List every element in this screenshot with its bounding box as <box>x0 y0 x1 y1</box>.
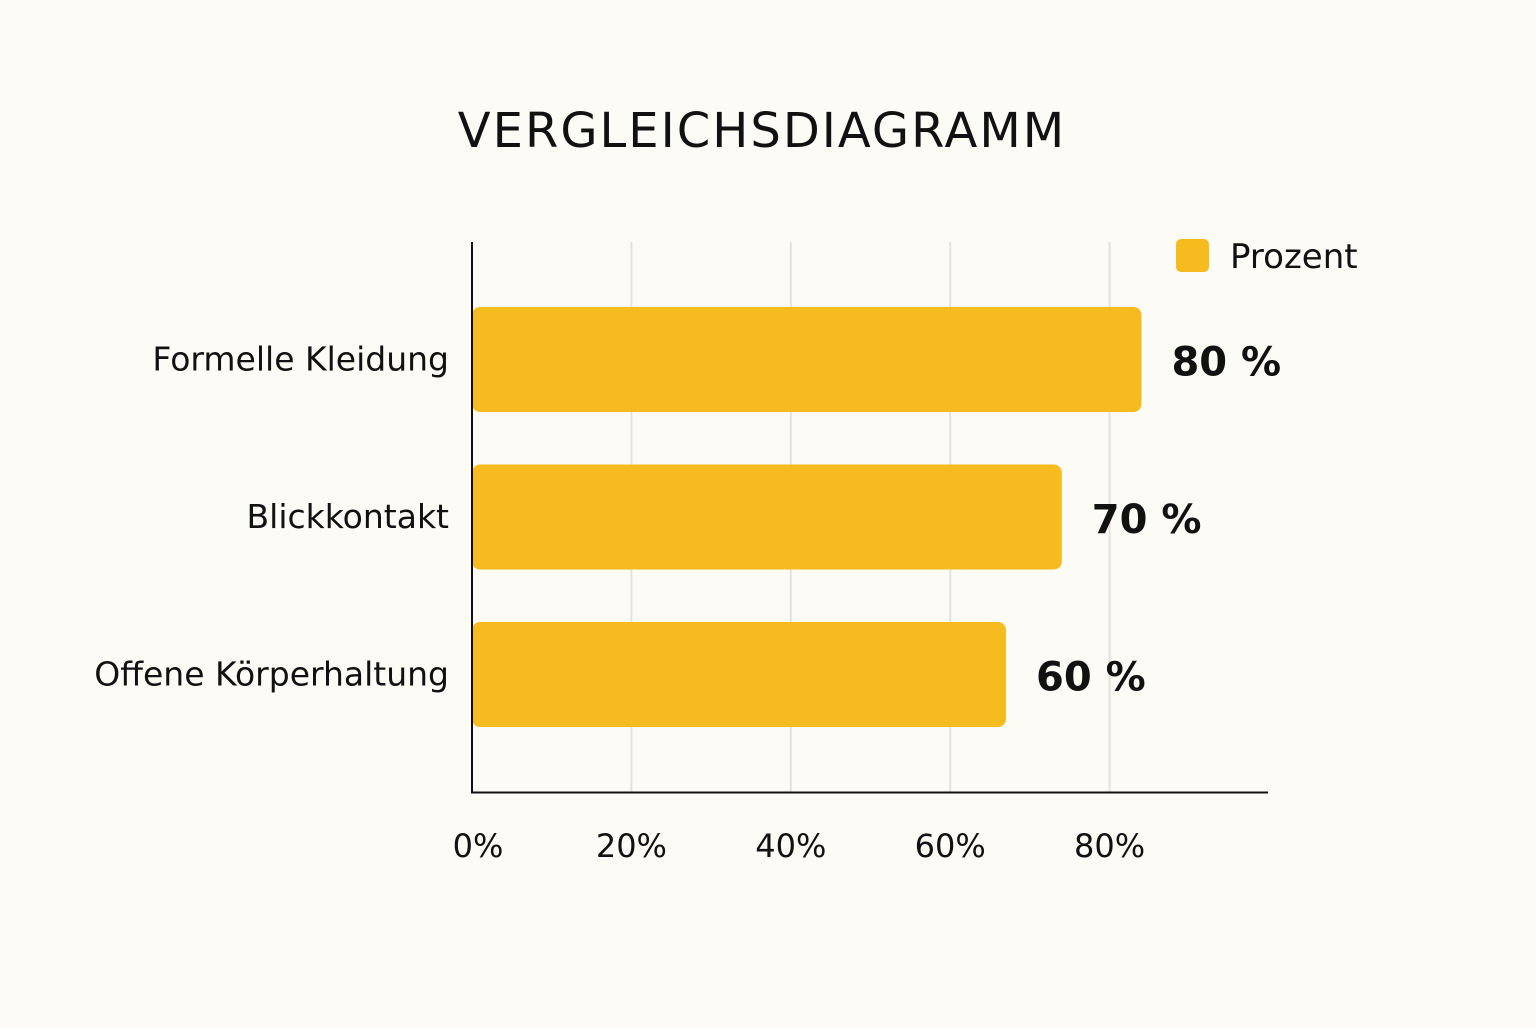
axes <box>471 242 1268 794</box>
category-label: Blickkontakt <box>247 497 450 536</box>
category-label: Offene Körperhaltung <box>94 655 449 694</box>
bar <box>472 464 1062 570</box>
category-label: Formelle Kleidung <box>152 340 449 379</box>
data-label: 80 % <box>1171 340 1281 386</box>
x-tick-label: 20% <box>596 827 667 865</box>
x-tick-label: 0% <box>453 827 504 865</box>
x-tick-label: 60% <box>915 827 986 865</box>
labels: 0% 20% 40% 60% 80% Formelle Kleidung 80 % Blick… <box>94 340 1281 866</box>
bar <box>472 622 1006 727</box>
x-tick-label: 80% <box>1074 827 1145 865</box>
data-label: 60 % <box>1036 655 1146 701</box>
legend-swatch <box>1176 239 1209 272</box>
data-label: 70 % <box>1092 497 1202 543</box>
legend: Prozent <box>1176 237 1358 277</box>
bars <box>472 307 1142 727</box>
chart-title: VERGLEICHSDIAGRAMM <box>458 103 1066 159</box>
x-tick-label: 40% <box>755 827 826 865</box>
legend-label: Prozent <box>1230 237 1358 277</box>
bar <box>472 307 1142 412</box>
